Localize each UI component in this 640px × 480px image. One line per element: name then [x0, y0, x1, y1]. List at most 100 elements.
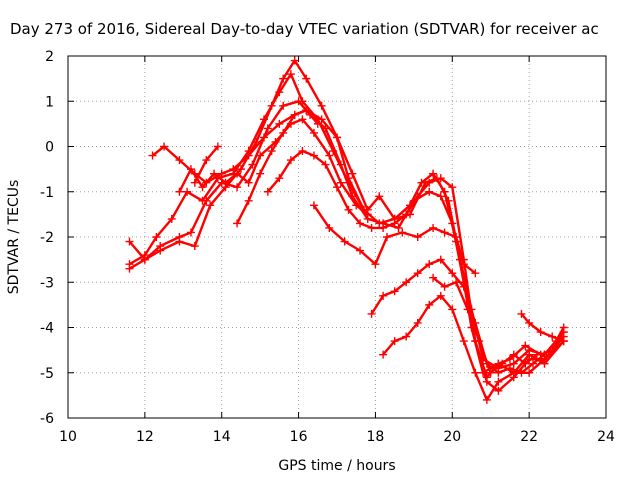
data-point-marker	[175, 233, 184, 241]
data-point-marker	[298, 147, 307, 156]
data-point-marker	[183, 187, 192, 196]
data-point-marker	[356, 219, 365, 228]
data-point-marker	[382, 233, 391, 241]
data-point-marker	[190, 178, 199, 187]
x-tick-label: 12	[136, 429, 154, 445]
series-track-5	[175, 115, 372, 219]
data-point-marker	[325, 151, 334, 160]
data-point-marker	[336, 178, 345, 187]
y-tick-label: -3	[40, 275, 54, 291]
data-point-marker	[536, 328, 545, 337]
data-point-marker	[429, 169, 438, 178]
data-point-marker	[233, 169, 242, 178]
data-point-marker	[559, 323, 568, 332]
series-track-2	[125, 70, 568, 373]
x-tick-label: 20	[443, 429, 461, 445]
data-point-marker	[471, 269, 480, 278]
data-point-marker	[286, 70, 295, 79]
data-point-marker	[471, 368, 480, 377]
y-tick-label: -2	[40, 230, 54, 246]
data-point-marker	[402, 332, 411, 341]
data-point-marker	[498, 359, 507, 368]
series-track-9	[309, 201, 480, 278]
series-track-11	[379, 291, 568, 404]
data-point-marker	[244, 151, 253, 160]
data-point-marker	[540, 355, 549, 364]
data-point-marker	[186, 165, 195, 174]
data-point-marker	[333, 133, 341, 142]
data-point-marker	[298, 115, 307, 124]
data-point-marker	[482, 395, 491, 404]
x-tick-label: 24	[597, 429, 615, 445]
series-track-6	[190, 142, 222, 187]
data-point-marker	[532, 350, 541, 359]
data-point-marker	[436, 291, 445, 300]
data-point-marker	[375, 192, 384, 201]
data-point-marker	[286, 156, 295, 165]
data-point-marker	[352, 201, 361, 210]
x-tick-label: 16	[290, 429, 308, 445]
data-point-marker	[413, 269, 422, 278]
data-point-marker	[236, 165, 245, 174]
series-line	[382, 294, 565, 402]
data-point-marker	[509, 368, 518, 377]
data-point-marker	[309, 151, 318, 160]
data-point-marker	[390, 287, 399, 296]
data-point-marker	[148, 151, 157, 160]
series-line	[266, 149, 565, 379]
chart-title: Day 273 of 2016, Sidereal Day-to-day VTE…	[10, 20, 599, 38]
data-point-marker	[313, 119, 322, 128]
data-point-marker	[256, 151, 265, 160]
data-point-marker	[244, 178, 253, 187]
data-point-marker	[379, 291, 388, 300]
data-point-marker	[509, 359, 518, 368]
data-point-marker	[425, 187, 434, 196]
data-point-marker	[259, 133, 268, 142]
data-point-marker	[429, 273, 438, 282]
data-point-marker	[309, 128, 318, 137]
data-series	[125, 56, 568, 404]
data-point-marker	[448, 219, 457, 228]
data-point-marker	[317, 101, 326, 110]
data-point-marker	[325, 223, 334, 232]
data-point-marker	[160, 142, 169, 151]
series-track-13	[517, 309, 568, 346]
series-track-7	[233, 106, 322, 228]
data-point-marker	[448, 183, 457, 192]
data-point-marker	[333, 183, 341, 192]
data-point-marker	[302, 74, 311, 83]
data-point-marker	[521, 341, 530, 350]
series-track-1	[125, 56, 568, 377]
plot-frame	[67, 55, 607, 419]
data-point-marker	[256, 169, 265, 178]
data-point-marker	[340, 237, 349, 246]
data-point-marker	[186, 228, 195, 237]
data-point-marker	[459, 260, 468, 269]
data-point-marker	[425, 260, 434, 269]
series-track-12	[429, 273, 541, 377]
data-point-marker	[525, 318, 534, 327]
data-point-marker	[309, 201, 318, 210]
data-point-marker	[452, 233, 461, 241]
data-point-marker	[290, 110, 299, 119]
data-point-marker	[413, 318, 422, 327]
data-point-marker	[167, 214, 176, 223]
data-point-marker	[202, 156, 211, 165]
data-point-marker	[413, 192, 422, 201]
data-point-marker	[494, 377, 503, 386]
data-point-marker	[267, 147, 276, 156]
data-point-marker	[348, 169, 357, 178]
data-point-marker	[259, 115, 268, 124]
data-point-marker	[202, 196, 211, 205]
data-point-marker	[486, 368, 495, 377]
data-point-marker	[290, 56, 299, 65]
y-tick-label: -1	[40, 185, 54, 201]
data-point-marker	[294, 97, 303, 106]
data-point-marker	[521, 359, 530, 368]
y-tick-label: -5	[40, 366, 54, 382]
data-point-marker	[475, 337, 484, 346]
data-point-marker	[244, 196, 253, 205]
data-point-marker	[175, 187, 184, 196]
data-point-marker	[302, 106, 311, 115]
